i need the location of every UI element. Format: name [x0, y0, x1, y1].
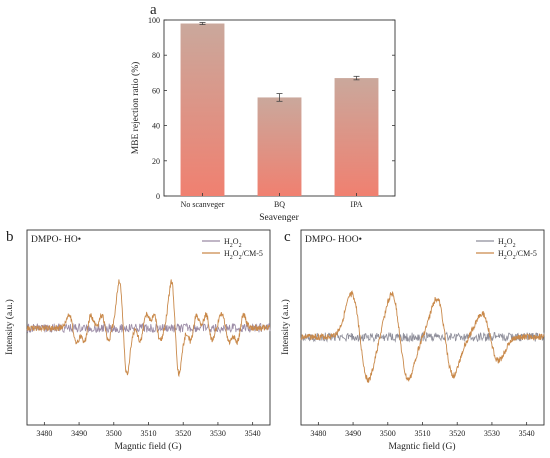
y-tick-label: 40 — [152, 122, 160, 131]
panel-c-y-axis-title: Intensity (a.u.) — [280, 299, 291, 355]
legend-label: H2O2 — [498, 237, 516, 249]
panel-a-y-ticks: 0 20 40 60 80 100 — [148, 16, 395, 201]
y-tick-label: 100 — [148, 16, 160, 25]
x-tick-label: 3500 — [106, 429, 122, 438]
x-tick-label: IPA — [350, 200, 362, 209]
x-tick-label: 3530 — [210, 429, 226, 438]
x-tick-label: 3500 — [380, 429, 396, 438]
panel-b-letter: b — [6, 229, 14, 245]
panel-a-x-axis-title: Seavenger — [259, 213, 299, 223]
panel-b-x-axis-title: Magntic field (G) — [114, 441, 181, 452]
x-tick-label: 3520 — [175, 429, 191, 438]
bar — [257, 97, 302, 196]
x-tick-label: No scanveger — [181, 200, 225, 209]
panel-c-axes-frame — [300, 229, 545, 426]
panel-b-box-title: DMPO- HO• — [31, 235, 81, 245]
panel-a-bars — [180, 22, 379, 196]
panel-a-y-axis-title: MBE rejection ratio (%) — [130, 62, 141, 155]
panel-b-y-axis-title: Intensity (a.u.) — [4, 299, 15, 355]
bar — [334, 78, 379, 196]
series-line-h2o2-cm5 — [26, 279, 271, 378]
legend-label: H2O2/CM-5 — [224, 249, 263, 261]
bar — [180, 23, 225, 196]
x-tick-label: 3510 — [141, 429, 157, 438]
panel-c-x-axis-title: Magntic field (G) — [388, 441, 455, 452]
legend-label: H2O2 — [224, 237, 242, 249]
y-tick-label: 20 — [152, 157, 160, 166]
x-tick-label: 3480 — [310, 429, 326, 438]
panel-a-x-ticks: No scanveger BQ IPA — [181, 193, 363, 209]
panel-a-bar-chart: a 0 20 40 60 80 100 No scanveger BQ IPA MBE rej… — [130, 2, 396, 223]
panel-b-series-lines — [26, 279, 271, 378]
legend-label: H2O2/CM-5 — [498, 249, 537, 261]
panel-c-series-lines — [300, 290, 545, 383]
x-tick-label: BQ — [274, 200, 285, 209]
y-tick-label: 60 — [152, 86, 160, 95]
series-line-h2o2-cm5 — [300, 290, 545, 383]
x-tick-label: 3490 — [345, 429, 361, 438]
x-tick-label: 3480 — [36, 429, 52, 438]
panel-b-x-ticks: 3480 3490 3500 3510 3520 3530 3540 — [36, 422, 261, 438]
panel-c-x-ticks: 3480 3490 3500 3510 3520 3530 3540 — [310, 422, 535, 438]
y-tick-label: 80 — [152, 51, 160, 60]
series-line-h2o2 — [300, 331, 545, 343]
panel-c-box-title: DMPO- HOO• — [305, 235, 362, 245]
x-tick-label: 3510 — [415, 429, 431, 438]
x-tick-label: 3530 — [484, 429, 500, 438]
x-tick-label: 3490 — [71, 429, 87, 438]
x-tick-label: 3540 — [245, 429, 261, 438]
series-line-h2o2 — [26, 322, 271, 334]
panel-c-letter: c — [284, 229, 291, 245]
x-tick-label: 3520 — [449, 429, 465, 438]
y-tick-label: 0 — [156, 192, 160, 201]
panel-a-letter: a — [150, 2, 157, 18]
x-tick-label: 3540 — [519, 429, 535, 438]
